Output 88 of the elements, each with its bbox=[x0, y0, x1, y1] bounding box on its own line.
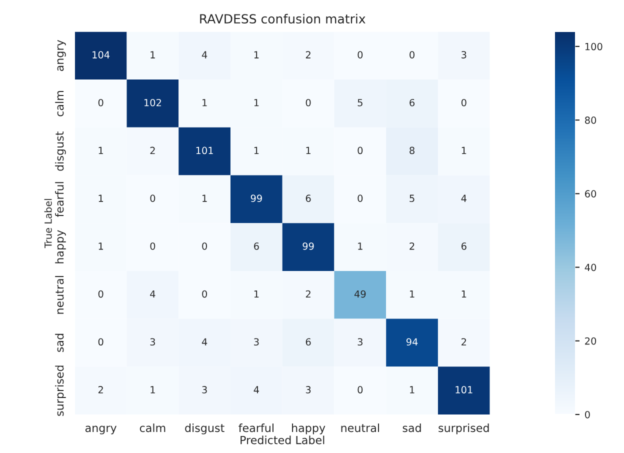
data-label: 6 bbox=[410, 98, 415, 106]
data-label: 4 bbox=[461, 194, 466, 202]
data-label: 0 bbox=[98, 290, 104, 298]
data-label: 6 bbox=[254, 242, 259, 250]
x-tick-label: surprised bbox=[438, 424, 489, 434]
data-label: 1 bbox=[254, 146, 259, 154]
data-label: 0 bbox=[98, 98, 104, 106]
data-label: 3 bbox=[202, 386, 207, 394]
data-label: 2 bbox=[150, 146, 155, 154]
data-label: 6 bbox=[306, 338, 311, 346]
y-axis-title: True Label bbox=[44, 199, 52, 248]
data-label: 5 bbox=[410, 194, 414, 202]
color-bar-label: 60 bbox=[585, 190, 596, 198]
data-label: 102 bbox=[144, 98, 161, 106]
data-label: 0 bbox=[202, 290, 207, 298]
color-bar-label: 80 bbox=[585, 116, 596, 124]
y-tick-label: angry bbox=[57, 40, 66, 71]
x-tick-label: sad bbox=[402, 424, 421, 432]
data-label: 2 bbox=[306, 51, 310, 58]
data-label: 49 bbox=[354, 290, 366, 298]
color-bar-label: 20 bbox=[585, 337, 596, 345]
data-label: 4 bbox=[254, 386, 259, 394]
data-label: 0 bbox=[461, 98, 466, 106]
data-label: 4 bbox=[150, 290, 156, 298]
data-label: 0 bbox=[306, 98, 311, 106]
data-label: 1 bbox=[254, 51, 259, 58]
data-label: 6 bbox=[461, 242, 466, 250]
data-label: 0 bbox=[410, 51, 414, 58]
data-label: 0 bbox=[202, 242, 207, 250]
y-tick-label: sad bbox=[55, 334, 64, 352]
data-label: 101 bbox=[456, 386, 472, 394]
data-label: 0 bbox=[358, 194, 363, 202]
data-label: 0 bbox=[358, 146, 363, 154]
data-label: 1 bbox=[150, 386, 155, 394]
data-label: 0 bbox=[150, 242, 156, 250]
color-bar-label: 40 bbox=[584, 264, 596, 272]
x-axis-title: Predicted Label bbox=[240, 436, 324, 444]
data-label: 101 bbox=[196, 146, 213, 154]
data-label: 0 bbox=[358, 386, 363, 394]
data-label: 4 bbox=[202, 338, 208, 346]
data-label: 3 bbox=[254, 338, 259, 346]
data-label: 104 bbox=[92, 51, 110, 58]
data-label: 0 bbox=[98, 338, 104, 346]
data-label: 1 bbox=[306, 146, 310, 154]
data-label: 0 bbox=[150, 194, 156, 202]
data-label: 94 bbox=[406, 338, 418, 346]
data-label: 1 bbox=[202, 194, 207, 202]
data-label: 2 bbox=[462, 338, 466, 346]
y-tick-label: fearful bbox=[55, 182, 64, 218]
data-label: 1 bbox=[358, 242, 362, 250]
x-tick-label: angry bbox=[85, 426, 117, 434]
data-label: 0 bbox=[358, 51, 363, 58]
data-label: 3 bbox=[150, 338, 155, 346]
y-tick-label: happy bbox=[55, 230, 66, 264]
data-label: 1 bbox=[254, 99, 259, 106]
data-label: 2 bbox=[306, 290, 310, 298]
data-label: 1 bbox=[202, 99, 207, 106]
data-label: 1 bbox=[254, 290, 259, 298]
data-label: 5 bbox=[358, 99, 362, 106]
color-bar-label: 100 bbox=[585, 42, 602, 50]
data-label: 1 bbox=[410, 386, 414, 394]
data-label: 99 bbox=[250, 194, 262, 202]
data-label: 1 bbox=[98, 194, 104, 202]
data-label: 2 bbox=[410, 242, 414, 250]
data-label: 6 bbox=[306, 194, 311, 202]
x-tick-label: fearful bbox=[238, 424, 274, 432]
x-tick-label: disgust bbox=[185, 424, 224, 434]
y-tick-label: neutral bbox=[55, 276, 64, 314]
data-label: 3 bbox=[462, 51, 466, 58]
data-label: 1 bbox=[150, 51, 155, 58]
x-tick-label: calm bbox=[140, 424, 166, 432]
data-label: 1 bbox=[98, 146, 104, 154]
data-label: 8 bbox=[410, 146, 414, 154]
data-label: 3 bbox=[306, 386, 311, 394]
y-tick-label: calm bbox=[55, 91, 64, 116]
data-label: 1 bbox=[410, 290, 414, 298]
data-label: 1 bbox=[462, 290, 466, 298]
data-label: 99 bbox=[302, 242, 314, 250]
chart-title: RAVDESS confusion matrix bbox=[200, 14, 366, 24]
data-label: 3 bbox=[358, 338, 362, 346]
x-tick-label: neutral bbox=[341, 424, 379, 432]
y-tick-label: disgust bbox=[55, 132, 66, 171]
x-tick-label: happy bbox=[292, 424, 326, 434]
data-label: 1 bbox=[98, 242, 104, 250]
data-label: 4 bbox=[202, 51, 208, 58]
color-bar-label: 0 bbox=[584, 410, 590, 418]
data-label: 2 bbox=[98, 386, 103, 394]
data-label: 1 bbox=[462, 146, 466, 154]
